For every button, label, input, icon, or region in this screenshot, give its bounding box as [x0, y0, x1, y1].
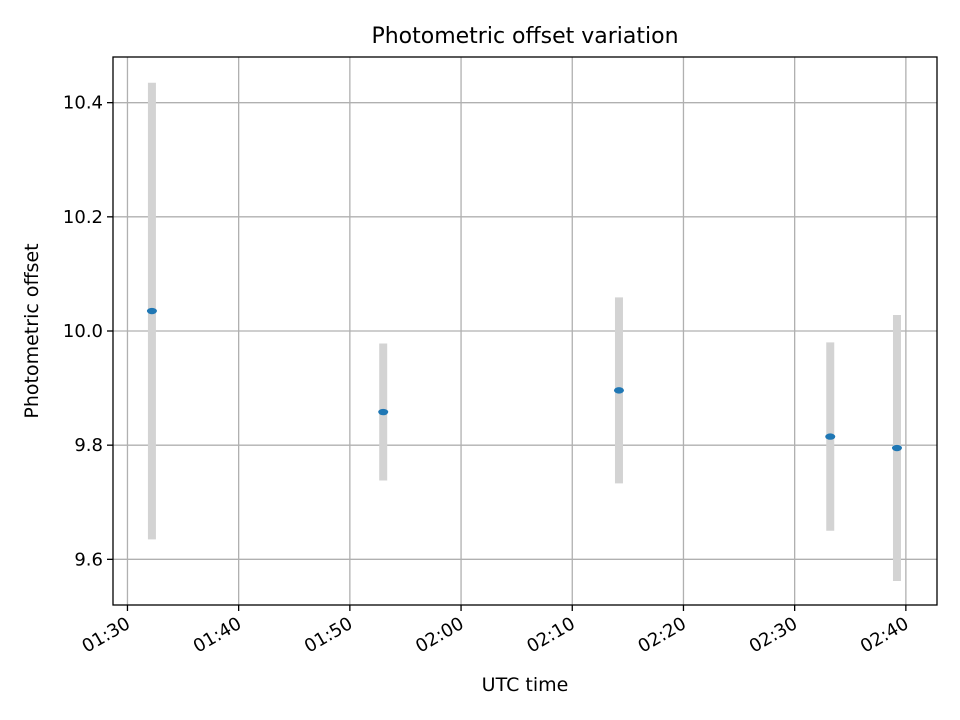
x-tick-label: 02:30 — [746, 613, 801, 657]
errorbars — [147, 82, 901, 582]
data-point — [891, 444, 902, 452]
y-tick-label: 9.8 — [74, 435, 103, 456]
chart-title: Photometric offset variation — [371, 24, 678, 49]
x-axis-ticks: 01:30 01:40 01:50 02:00 02:10 02:20 02:30 02:40 — [79, 605, 912, 657]
y-tick-label: 10.0 — [63, 321, 103, 342]
x-tick-label: 01:50 — [301, 613, 356, 657]
data-point — [613, 387, 624, 394]
grid — [113, 57, 937, 605]
x-tick-label: 02:10 — [523, 613, 578, 657]
x-tick-label: 02:20 — [635, 613, 690, 657]
y-axis-label: Photometric offset — [21, 243, 43, 418]
x-tick-label: 01:40 — [190, 613, 245, 657]
data-point — [146, 307, 157, 315]
data-points — [146, 307, 902, 452]
x-tick-label: 02:40 — [857, 613, 912, 657]
data-point — [825, 433, 836, 440]
y-tick-label: 10.4 — [63, 93, 103, 114]
y-tick-label: 9.6 — [74, 549, 103, 570]
x-tick-label: 02:00 — [412, 613, 467, 657]
x-axis-label: UTC time — [482, 674, 569, 696]
data-point — [378, 408, 389, 416]
x-tick-label: 01:30 — [79, 613, 134, 657]
y-tick-label: 10.2 — [63, 207, 103, 228]
y-axis-ticks: 9.6 9.8 10.0 10.2 10.4 — [63, 93, 113, 570]
